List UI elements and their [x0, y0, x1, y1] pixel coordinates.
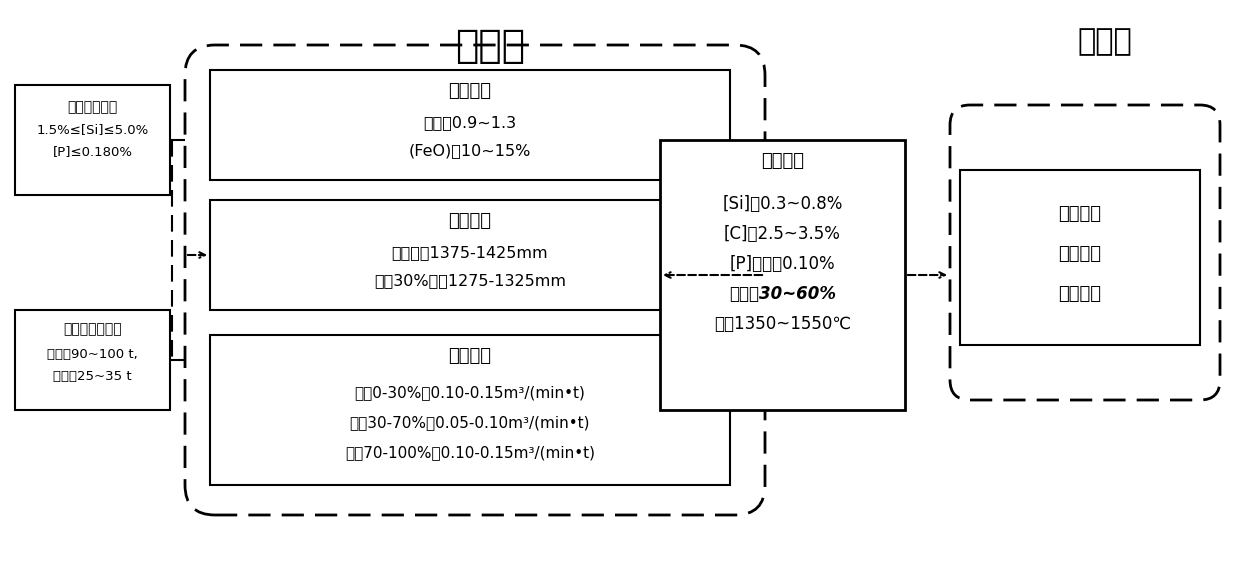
Text: 造渣控制: 造渣控制	[449, 82, 491, 100]
Text: [P]≤0.180%: [P]≤0.180%	[52, 145, 133, 158]
Text: [P]：低于0.10%: [P]：低于0.10%	[729, 255, 836, 273]
Text: 入炉钢铁料控制: 入炉钢铁料控制	[63, 322, 122, 336]
Text: [Si]：0.3~0.8%: [Si]：0.3~0.8%	[723, 195, 843, 213]
Text: 脱硅炉: 脱硅炉	[455, 27, 525, 65]
Text: 开吹时：1375-1425mm: 开吹时：1375-1425mm	[392, 245, 548, 260]
Text: 碱度：0.9~1.3: 碱度：0.9~1.3	[423, 115, 517, 130]
Text: 温度1350~1550℃: 温度1350~1550℃	[714, 315, 851, 333]
Text: 供氧70-100%：0.10-0.15m³/(min•t): 供氧70-100%：0.10-0.15m³/(min•t)	[345, 445, 595, 460]
Text: 操作工艺: 操作工艺	[1059, 205, 1101, 223]
Text: (FeO)：10~15%: (FeO)：10~15%	[409, 143, 531, 158]
Text: 半钢成分: 半钢成分	[761, 152, 804, 170]
Text: [C]：2.5~3.5%: [C]：2.5~3.5%	[724, 225, 841, 243]
Text: 供氧0-30%：0.10-0.15m³/(min•t): 供氧0-30%：0.10-0.15m³/(min•t)	[355, 385, 585, 400]
Text: 吹氧30%后：1275-1325mm: 吹氧30%后：1275-1325mm	[374, 273, 565, 288]
FancyBboxPatch shape	[950, 105, 1220, 400]
Text: 供氧30-70%：0.05-0.10m³/(min•t): 供氧30-70%：0.05-0.10m³/(min•t)	[350, 415, 590, 430]
FancyBboxPatch shape	[210, 200, 730, 310]
FancyBboxPatch shape	[660, 140, 905, 410]
FancyBboxPatch shape	[210, 335, 730, 485]
FancyBboxPatch shape	[960, 170, 1200, 345]
Text: 与转炉单: 与转炉单	[1059, 245, 1101, 263]
Text: 枪位控制: 枪位控制	[449, 212, 491, 230]
Text: 1.5%≤[Si]≤5.0%: 1.5%≤[Si]≤5.0%	[36, 123, 149, 136]
Text: 渣法类似: 渣法类似	[1059, 285, 1101, 303]
Text: 高硅铁水成分: 高硅铁水成分	[67, 100, 118, 114]
Text: 废钢：25~35 t: 废钢：25~35 t	[53, 370, 131, 383]
FancyBboxPatch shape	[210, 70, 730, 180]
Text: 脱碳炉: 脱碳炉	[1078, 27, 1132, 56]
FancyBboxPatch shape	[15, 310, 170, 410]
Text: 脱磷率30~60%: 脱磷率30~60%	[729, 285, 836, 303]
FancyBboxPatch shape	[185, 45, 765, 515]
FancyBboxPatch shape	[15, 85, 170, 195]
Text: 底吹控制: 底吹控制	[449, 347, 491, 365]
Text: 铁水：90~100 t,: 铁水：90~100 t,	[47, 348, 138, 361]
